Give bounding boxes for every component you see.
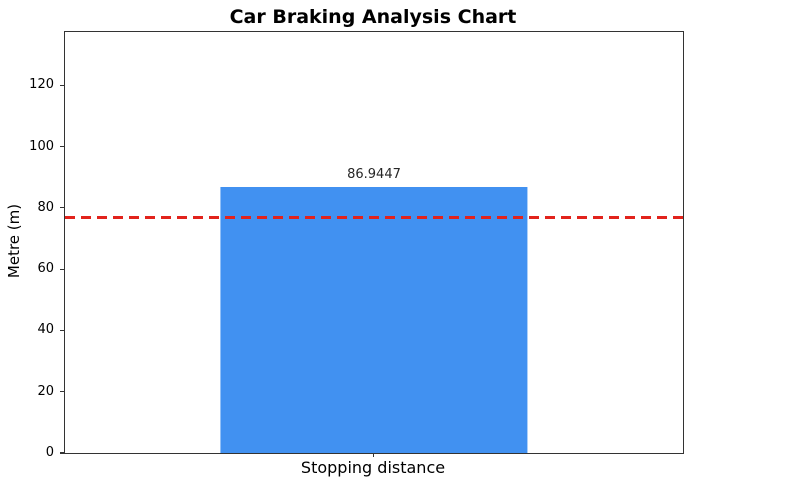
y-tick-label: 20 (37, 383, 54, 399)
bar-stopping-distance: 86.9447 (220, 167, 528, 453)
y-tick-mark (60, 145, 64, 148)
plot-area: 86.9447 (64, 31, 684, 454)
y-tick-label: 0 (45, 445, 54, 460)
y-tick-mark (60, 207, 64, 209)
y-tick-label: 120 (29, 77, 54, 93)
y-tick-mark (60, 391, 64, 393)
y-tick-mark (60, 268, 64, 270)
y-tick-mark (60, 84, 64, 86)
y-tick-label: 80 (37, 199, 54, 215)
threshold-line (65, 215, 683, 219)
x-tick-mark (372, 453, 374, 457)
x-tick-label: Stopping distance (300, 458, 446, 477)
y-tick-mark (60, 452, 64, 454)
chart-title: Car Braking Analysis Chart (229, 6, 517, 28)
bar-value-label: 86.9447 (347, 166, 401, 182)
y-tick-label: 60 (37, 261, 54, 277)
y-tick-mark (60, 329, 64, 332)
y-axis-ticks: 0 20 40 60 80 100 120 (0, 32, 64, 460)
y-tick-label: 40 (37, 322, 54, 338)
y-tick-label: 100 (29, 138, 54, 154)
